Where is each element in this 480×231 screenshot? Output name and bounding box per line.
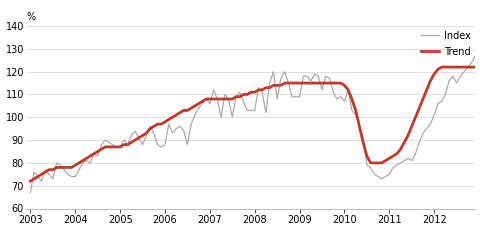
Text: %: %: [27, 12, 36, 22]
Trend: [456, 66, 462, 68]
Index: [408, 159, 414, 162]
Index: [65, 173, 71, 176]
Trend: [464, 66, 470, 68]
Trend: [65, 166, 71, 169]
Trend: [408, 125, 414, 128]
Legend: Index, Trend: Index, Trend: [420, 31, 469, 57]
Index: [27, 191, 33, 194]
Trend: [192, 104, 197, 107]
Index: [464, 66, 470, 68]
Index: [456, 75, 462, 78]
Trend: [27, 180, 33, 182]
Index: [106, 141, 111, 144]
Trend: [106, 146, 111, 148]
Line: Trend: Trend: [30, 63, 480, 181]
Line: Index: Index: [30, 42, 480, 192]
Index: [192, 114, 197, 116]
